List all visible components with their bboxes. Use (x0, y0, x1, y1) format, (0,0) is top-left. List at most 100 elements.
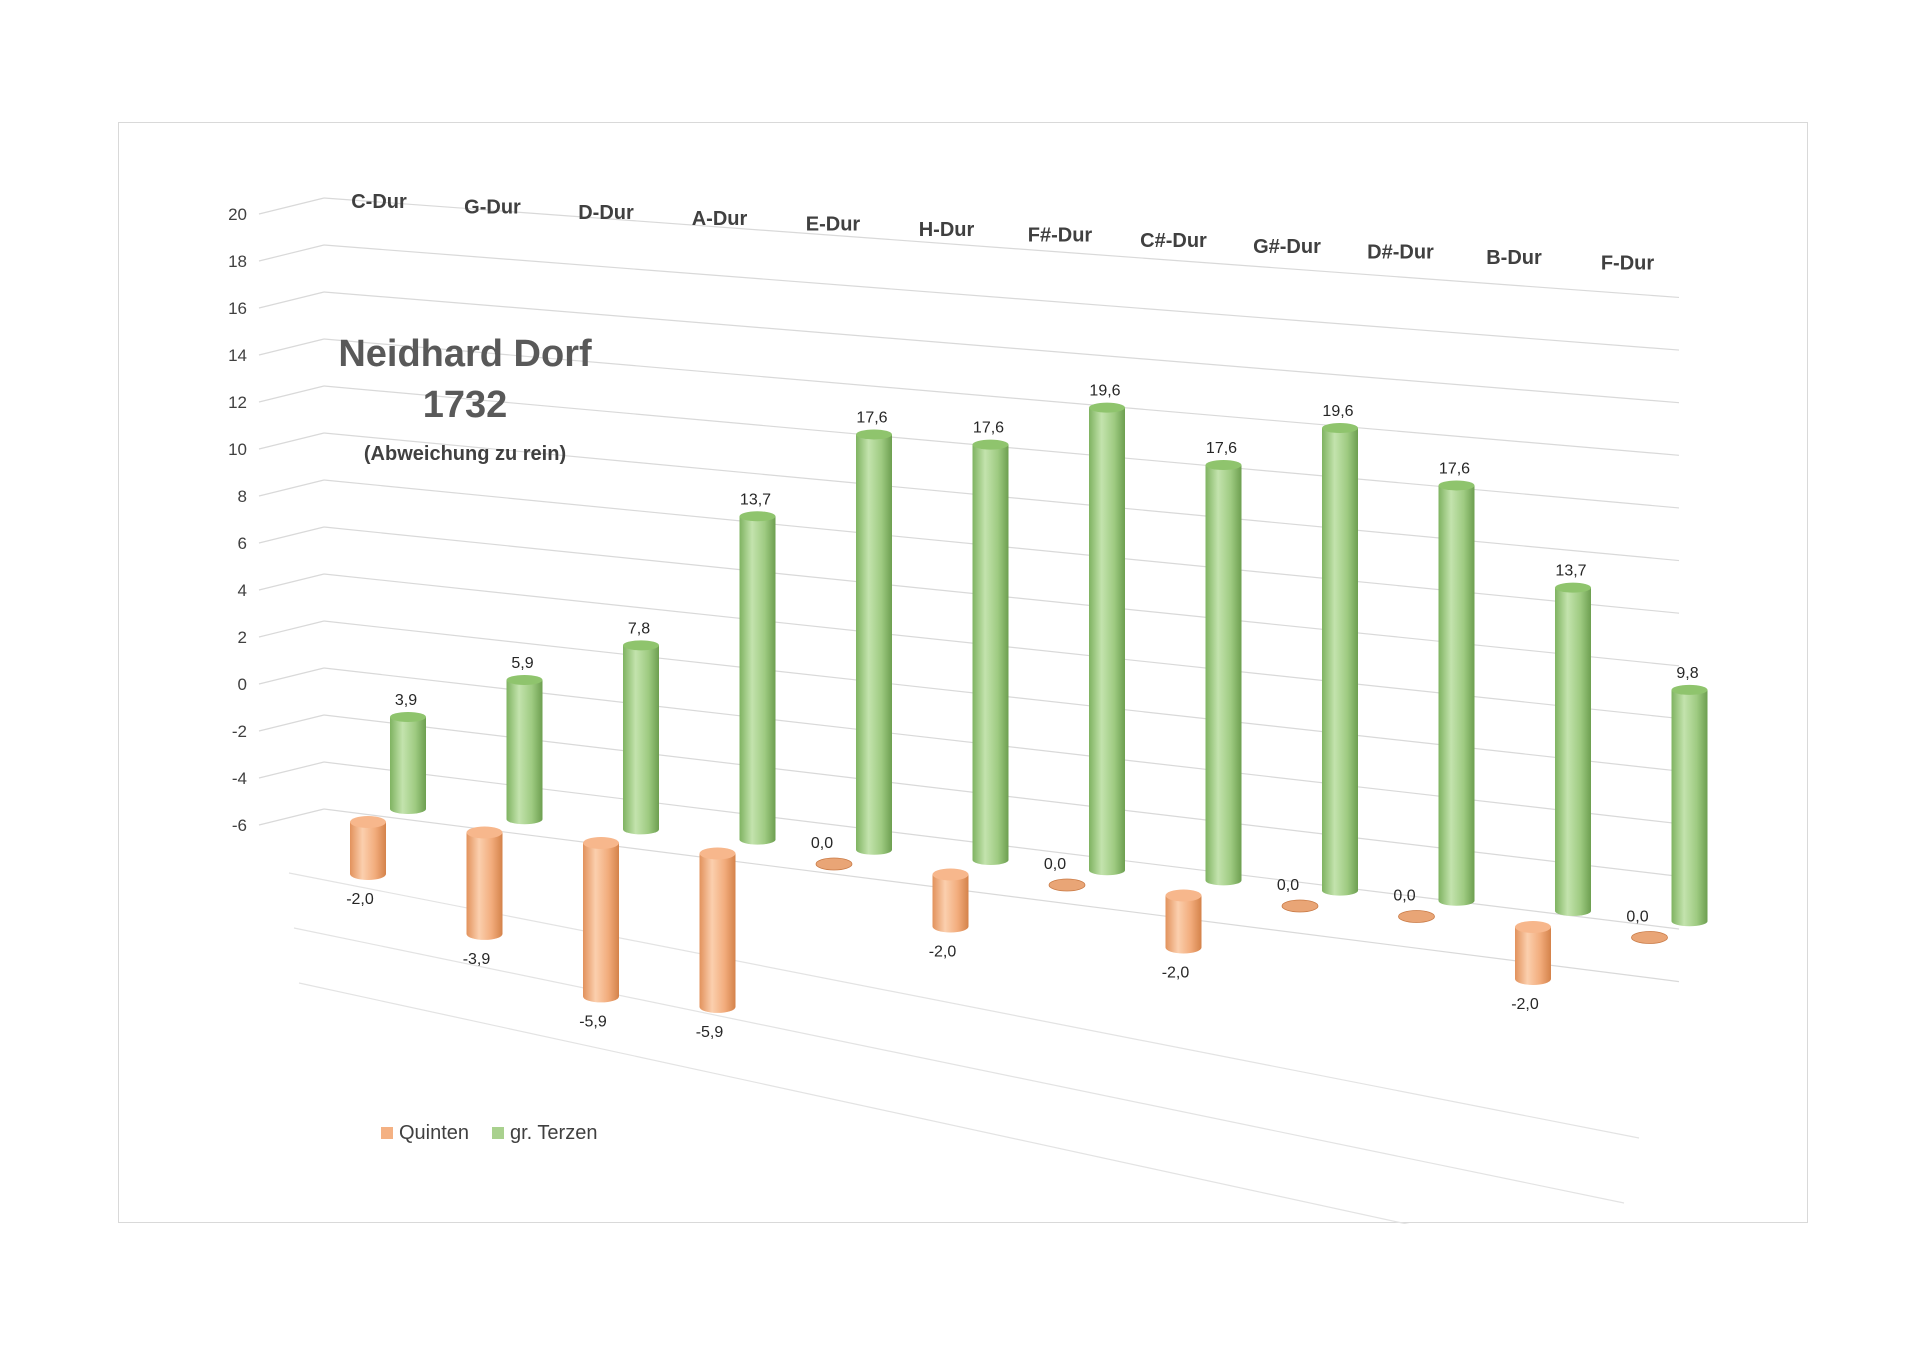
y-tick-label: -4 (232, 769, 247, 788)
bar-terzen (972, 439, 1009, 866)
gridline (323, 808, 1680, 983)
bar-quinten-cap (1165, 889, 1202, 902)
y-tick-label: -2 (232, 722, 247, 741)
data-label-quinten: -2,0 (1162, 965, 1190, 982)
gridline (323, 338, 1680, 456)
legend-label-quinten: Quinten (399, 1122, 469, 1144)
bar-quinten-cap (350, 816, 386, 828)
bar-quinten-body (932, 874, 969, 933)
bars-layer (350, 402, 1708, 1013)
bar-quinten-disc (1398, 910, 1435, 923)
bar-quinten (699, 847, 736, 1013)
bar-quinten-disc (1281, 899, 1319, 913)
gridline-side (258, 808, 325, 826)
data-label-terzen: 17,6 (973, 420, 1004, 437)
category-label: B-Dur (1486, 247, 1542, 269)
y-tick-label: -6 (232, 816, 247, 835)
bar-terzen (623, 640, 659, 835)
data-label-terzen: 13,7 (740, 491, 771, 508)
gridline-side (258, 620, 325, 638)
data-label-terzen: 9,8 (1676, 665, 1698, 682)
bar-terzen (390, 711, 426, 814)
y-tick-label: 14 (228, 346, 247, 365)
data-label-quinten: -2,0 (929, 944, 957, 961)
legend-label-terzen: gr. Terzen (510, 1122, 597, 1144)
bar-terzen-body (623, 645, 659, 835)
bar-quinten (1048, 878, 1086, 892)
gridline-side (258, 338, 325, 356)
bar-terzen-body (1555, 587, 1591, 916)
bar-quinten-body (466, 832, 503, 940)
data-label-terzen: 17,6 (1439, 460, 1470, 477)
bar-quinten (466, 826, 503, 940)
bar-terzen-body (390, 716, 426, 814)
category-label: G-Dur (464, 197, 521, 219)
bar-terzen-cap (972, 439, 1009, 450)
data-label-quinten: -3,9 (463, 951, 491, 968)
bar-quinten-cap (583, 837, 619, 849)
bar-quinten-body (699, 853, 736, 1013)
gridline (323, 291, 1680, 404)
bar-quinten-disc (815, 857, 853, 871)
category-label: C-Dur (351, 191, 407, 213)
category-label: H-Dur (919, 219, 975, 241)
bar-terzen-cap (739, 511, 776, 522)
chart-subtitle: (Abweichung zu rein) (364, 443, 566, 465)
data-label-terzen: 19,6 (1322, 403, 1353, 420)
bar-terzen (1555, 582, 1591, 916)
bar-terzen-body (1671, 689, 1708, 927)
data-label-terzen: 3,9 (395, 692, 417, 709)
y-tick-label: 20 (228, 205, 247, 224)
bar-terzen-cap (623, 640, 659, 651)
bar-terzen (739, 511, 776, 845)
gridline-side (258, 573, 325, 591)
data-labels: 3,9 -2,0 5,9 -3,9 7,8 -5,9 13,7 -5,9 17,6 0,0 17,6… (346, 383, 1699, 1041)
category-label: D-Dur (578, 202, 634, 224)
data-label-quinten: -2,0 (1511, 996, 1539, 1013)
bar-quinten-body (583, 843, 619, 1003)
y-tick-label: 16 (228, 299, 247, 318)
chart-frame: 20 18 16 14 12 10 8 6 4 2 0 -2 -4 -6 C-Dur G-Dur D-Dur A… (118, 122, 1808, 1224)
gridline-side (258, 291, 325, 309)
bar-terzen-body (1205, 465, 1242, 886)
bar-quinten-cap (466, 826, 503, 839)
y-tick-label: 2 (238, 628, 247, 647)
bar-quinten (815, 857, 853, 871)
bar-terzen-body (1438, 485, 1475, 906)
bar-quinten (1515, 921, 1551, 985)
data-label-quinten: 0,0 (1393, 888, 1415, 905)
gridline (323, 197, 1680, 299)
category-label: F-Dur (1601, 253, 1655, 275)
bar-quinten-cap (1515, 921, 1551, 933)
gridline-side (258, 714, 325, 732)
bar-terzen-cap (1555, 582, 1591, 593)
y-tick-label: 8 (238, 487, 247, 506)
bar-terzen-body (1089, 407, 1125, 876)
bar-terzen (1438, 480, 1475, 906)
bar-terzen-cap (1205, 460, 1242, 471)
chart-title-year: 1732 (423, 384, 508, 426)
bar-terzen-body (972, 444, 1009, 866)
bar-terzen (1322, 423, 1358, 896)
bar-quinten (1281, 899, 1319, 913)
bar-quinten-cap (932, 868, 969, 881)
gridline-side (258, 761, 325, 779)
data-label-terzen: 13,7 (1555, 563, 1586, 580)
bar-quinten (350, 816, 386, 880)
bar-quinten-cap (699, 847, 736, 860)
y-tick-label: 10 (228, 440, 247, 459)
bar-terzen-cap (1438, 480, 1475, 491)
data-label-quinten: -2,0 (346, 891, 374, 908)
bar-terzen-cap (856, 429, 892, 440)
floor-line (288, 872, 1640, 1139)
gridline-side (258, 432, 325, 450)
y-tick-label: 0 (238, 675, 247, 694)
bar-quinten-body (1165, 895, 1202, 954)
bar-quinten (583, 837, 619, 1003)
bar-terzen-cap (1089, 402, 1125, 413)
y-tick-label: 6 (238, 534, 247, 553)
gridline-side (258, 197, 325, 215)
bar-quinten-body (1515, 927, 1551, 985)
